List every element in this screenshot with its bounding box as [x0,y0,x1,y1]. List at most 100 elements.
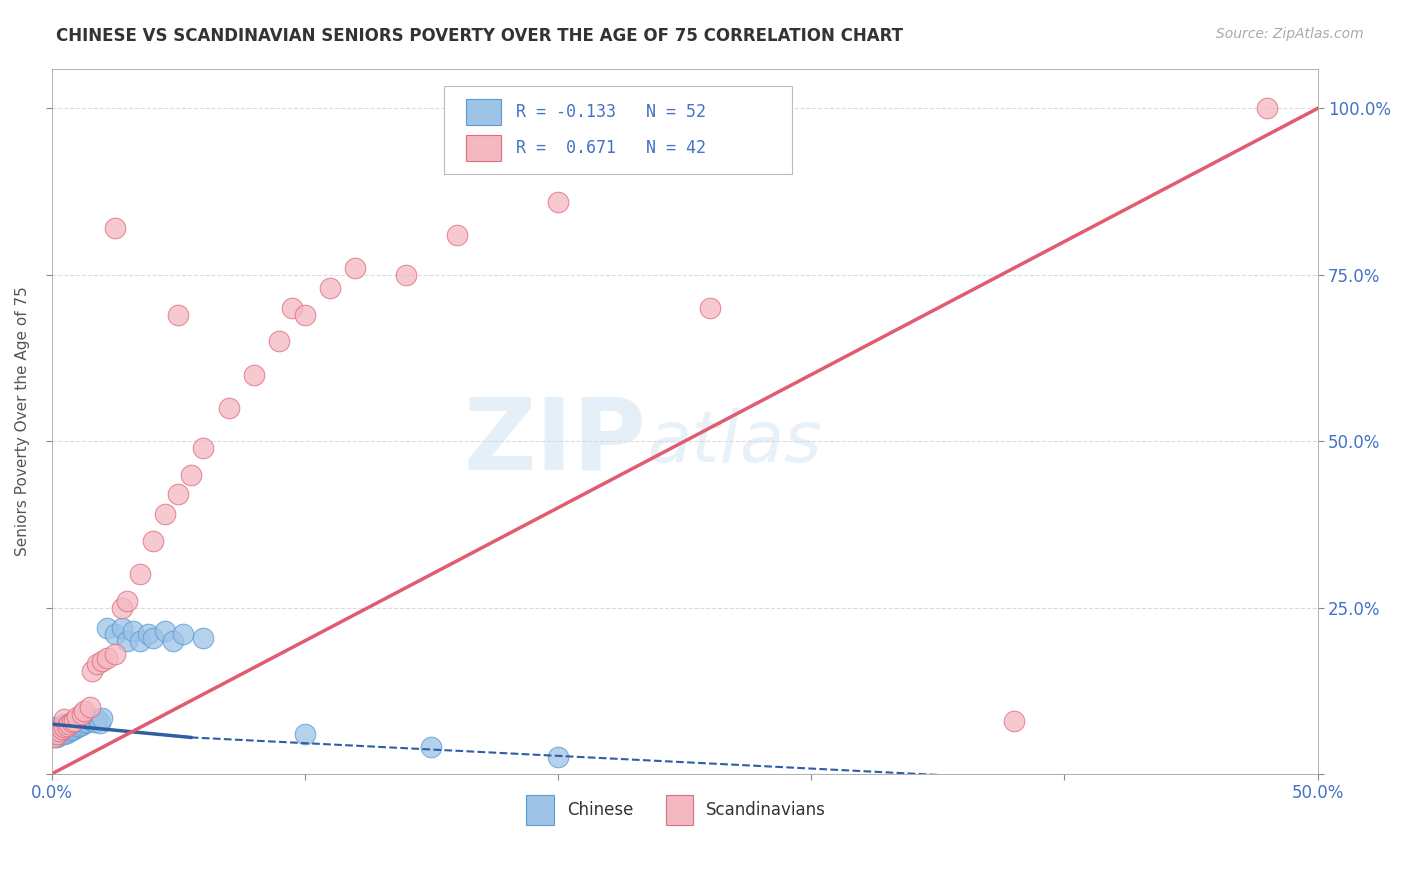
Point [53,721,76,735]
Point [281,301,304,315]
Point [420,740,443,755]
Point [55,721,77,735]
Point [96,621,118,635]
Point [73,704,96,718]
Point [294,308,316,322]
Point [60,723,83,737]
Point [243,368,266,382]
Bar [526,795,554,825]
Point [111,600,134,615]
Text: Chinese: Chinese [567,801,633,819]
Point [162,634,184,648]
Point [51,722,73,736]
Point [193,631,215,645]
Point [547,194,569,209]
Point [395,268,418,282]
Point [55,725,77,739]
Point [91,654,114,668]
Point [129,634,152,648]
Text: Scandinavians: Scandinavians [706,801,825,819]
Point [1002,714,1025,728]
Point [51,723,73,738]
Point [117,634,139,648]
Point [142,631,165,645]
Point [117,594,139,608]
Point [180,467,202,482]
Point [45,731,67,745]
Point [129,567,152,582]
Point [1256,102,1278,116]
Text: Source: ZipAtlas.com: Source: ZipAtlas.com [1216,27,1364,41]
Point [42,723,65,738]
Point [58,719,80,733]
Point [58,724,80,739]
Point [73,716,96,731]
Point [193,441,215,455]
Point [66,715,89,730]
Point [48,728,70,742]
Point [269,334,291,349]
Point [218,401,240,415]
Point [111,621,134,635]
Text: CHINESE VS SCANDINAVIAN SENIORS POVERTY OVER THE AGE OF 75 CORRELATION CHART: CHINESE VS SCANDINAVIAN SENIORS POVERTY … [56,27,903,45]
Point [48,725,70,739]
Point [91,711,114,725]
Point [70,707,93,722]
Point [121,624,143,638]
Point [79,713,101,727]
Point [48,723,70,738]
Point [699,301,721,315]
Point [155,624,177,638]
Point [104,627,127,641]
Point [58,717,80,731]
Point [63,722,86,736]
Point [45,725,67,739]
FancyBboxPatch shape [444,87,792,174]
Point [70,718,93,732]
Point [63,714,86,728]
Bar [465,135,501,161]
Point [66,710,89,724]
Text: R =  0.671   N = 42: R = 0.671 N = 42 [516,139,706,157]
Point [83,715,105,730]
Point [86,713,108,727]
Point [53,717,76,731]
Point [44,728,66,742]
Point [53,727,76,741]
Point [42,731,65,745]
Point [42,727,65,741]
Point [547,750,569,764]
Bar [665,795,693,825]
Point [66,721,89,735]
Point [60,718,83,732]
Point [104,221,127,235]
Point [79,700,101,714]
Point [155,508,177,522]
Point [446,227,468,242]
Point [48,721,70,735]
Point [45,722,67,736]
Point [319,281,342,295]
Point [67,719,90,733]
Point [104,647,127,661]
Y-axis label: Seniors Poverty Over the Age of 75: Seniors Poverty Over the Age of 75 [15,286,30,556]
Text: R = -0.133   N = 52: R = -0.133 N = 52 [516,103,706,121]
Point [89,716,111,731]
Bar [465,99,501,126]
Point [80,714,103,728]
Point [96,650,118,665]
Point [136,627,159,641]
Point [45,727,67,741]
Point [80,664,103,678]
Point [86,657,108,672]
Point [344,261,367,276]
Text: ZIP: ZIP [464,394,647,491]
Point [42,721,65,735]
Point [70,714,93,728]
Point [60,715,83,730]
Point [55,719,77,733]
Text: atlas: atlas [647,408,821,477]
Point [76,715,98,730]
Point [42,731,65,745]
Point [53,713,76,727]
